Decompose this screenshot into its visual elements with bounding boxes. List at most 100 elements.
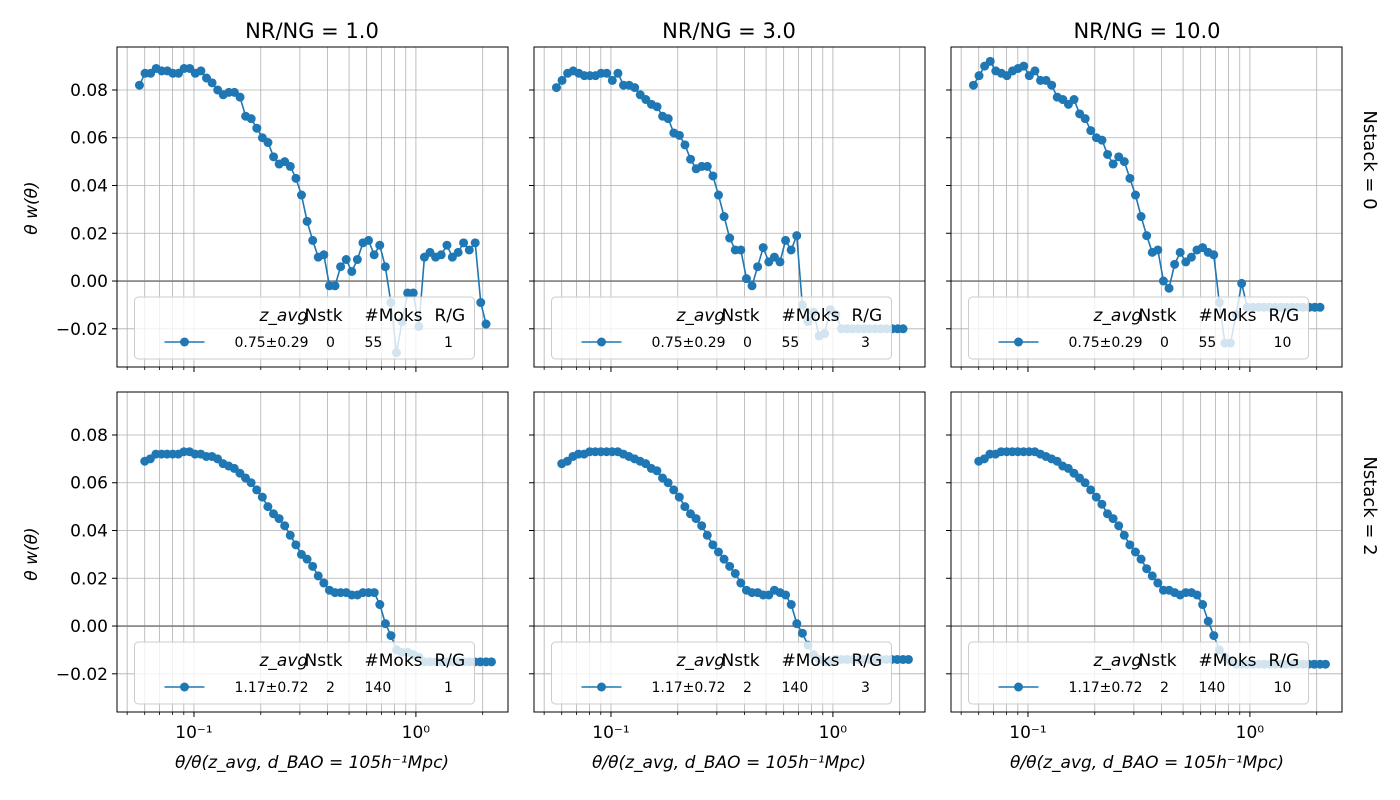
data-point — [1130, 190, 1140, 200]
legend-header-zavg: z_avg — [676, 651, 726, 671]
data-point — [369, 250, 379, 260]
legend-value-rg: 3 — [861, 680, 870, 696]
legend-header-rg: R/G — [852, 651, 883, 671]
legend-header-moks: #Moks — [365, 306, 423, 326]
y-tick-label: 0.02 — [70, 224, 108, 244]
data-point — [713, 547, 723, 557]
data-point — [697, 521, 707, 531]
data-point — [613, 68, 623, 78]
data-point — [263, 138, 273, 148]
x-tick-label: 10⁻¹ — [592, 723, 629, 743]
data-point — [291, 540, 301, 550]
legend-value-moks: 55 — [782, 335, 800, 351]
data-point — [1119, 157, 1129, 167]
legend-value-nstk: 0 — [743, 335, 752, 351]
data-point — [702, 161, 712, 171]
data-point — [1320, 659, 1330, 669]
legend-header-zavg: z_avg — [1093, 651, 1143, 671]
legend-header-zavg: z_avg — [259, 306, 309, 326]
legend-header-nstk: Nstk — [1139, 306, 1177, 326]
data-point — [1069, 95, 1079, 105]
data-point — [1175, 247, 1185, 257]
data-point — [436, 250, 446, 260]
axes-frame — [533, 391, 926, 713]
data-point — [713, 190, 723, 200]
data-point — [453, 247, 463, 257]
legend-marker — [597, 337, 606, 347]
axes-frame — [533, 46, 926, 368]
data-point — [607, 75, 617, 85]
data-point — [1209, 250, 1219, 260]
legend-box — [968, 641, 1309, 705]
data-point — [557, 75, 567, 85]
legend-value-nstk: 2 — [1160, 680, 1169, 696]
legend-header-nstk: Nstk — [722, 306, 760, 326]
data-point — [708, 171, 718, 181]
row-label-nstack-0: Nstack = 0 — [1359, 110, 1380, 209]
data-point — [319, 578, 329, 588]
data-point — [974, 71, 984, 81]
data-point — [296, 190, 306, 200]
data-point — [134, 80, 144, 90]
data-point — [680, 140, 690, 150]
legend-header-rg: R/G — [852, 306, 883, 326]
data-point — [1192, 590, 1202, 600]
data-point — [903, 654, 913, 664]
legend-marker — [1014, 337, 1023, 347]
data-point — [341, 255, 351, 265]
data-point — [252, 123, 262, 133]
legend-value-rg: 1 — [444, 335, 453, 351]
data-point — [302, 216, 312, 226]
legend-value-moks: 55 — [1199, 335, 1217, 351]
legend-header-rg: R/G — [435, 651, 466, 671]
legend-header-moks: #Moks — [1199, 306, 1257, 326]
data-point — [1019, 61, 1029, 71]
data-point — [1147, 571, 1157, 581]
data-point — [285, 161, 295, 171]
data-point — [1086, 126, 1096, 136]
y-tick-label: 0.04 — [70, 177, 108, 197]
data-point — [702, 530, 712, 540]
data-point — [280, 521, 290, 531]
legend-value-nstk: 0 — [326, 335, 335, 351]
data-point — [686, 154, 696, 164]
data-point — [1142, 564, 1152, 574]
y-tick-label: 0.08 — [70, 81, 108, 101]
data-point — [786, 245, 796, 255]
data-point — [663, 114, 673, 124]
x-axis-label-2: θ/θ(z_avg, d_BAO = 105h⁻¹Mpc) — [592, 753, 866, 773]
data-point — [308, 561, 318, 571]
legend-value-moks: 55 — [365, 335, 383, 351]
data-point — [486, 657, 496, 667]
data-point — [364, 235, 374, 245]
legend-header-rg: R/G — [1269, 651, 1300, 671]
data-point — [551, 83, 561, 93]
data-point — [269, 152, 279, 162]
data-point — [1136, 554, 1146, 564]
y-tick-label: 0.02 — [70, 569, 108, 589]
data-point — [1198, 600, 1208, 610]
data-point — [470, 238, 480, 248]
legend-value-moks: 140 — [782, 680, 809, 696]
data-point — [1114, 521, 1124, 531]
data-point — [330, 281, 340, 291]
column-title-1: NR/NG = 1.0 — [245, 19, 379, 43]
data-point — [481, 319, 491, 329]
data-point — [1097, 499, 1107, 509]
data-point — [375, 600, 385, 610]
legend-header-moks: #Moks — [782, 651, 840, 671]
data-point — [352, 255, 362, 265]
data-point — [1237, 278, 1247, 288]
legend-value-zavg: 0.75±0.29 — [652, 335, 726, 351]
data-point — [781, 590, 791, 600]
legend-header-nstk: Nstk — [722, 651, 760, 671]
y-tick-label: 0.06 — [70, 474, 108, 494]
data-point — [1080, 114, 1090, 124]
data-point — [1153, 578, 1163, 588]
legend-value-moks: 140 — [365, 680, 392, 696]
legend-value-moks: 140 — [1199, 680, 1226, 696]
